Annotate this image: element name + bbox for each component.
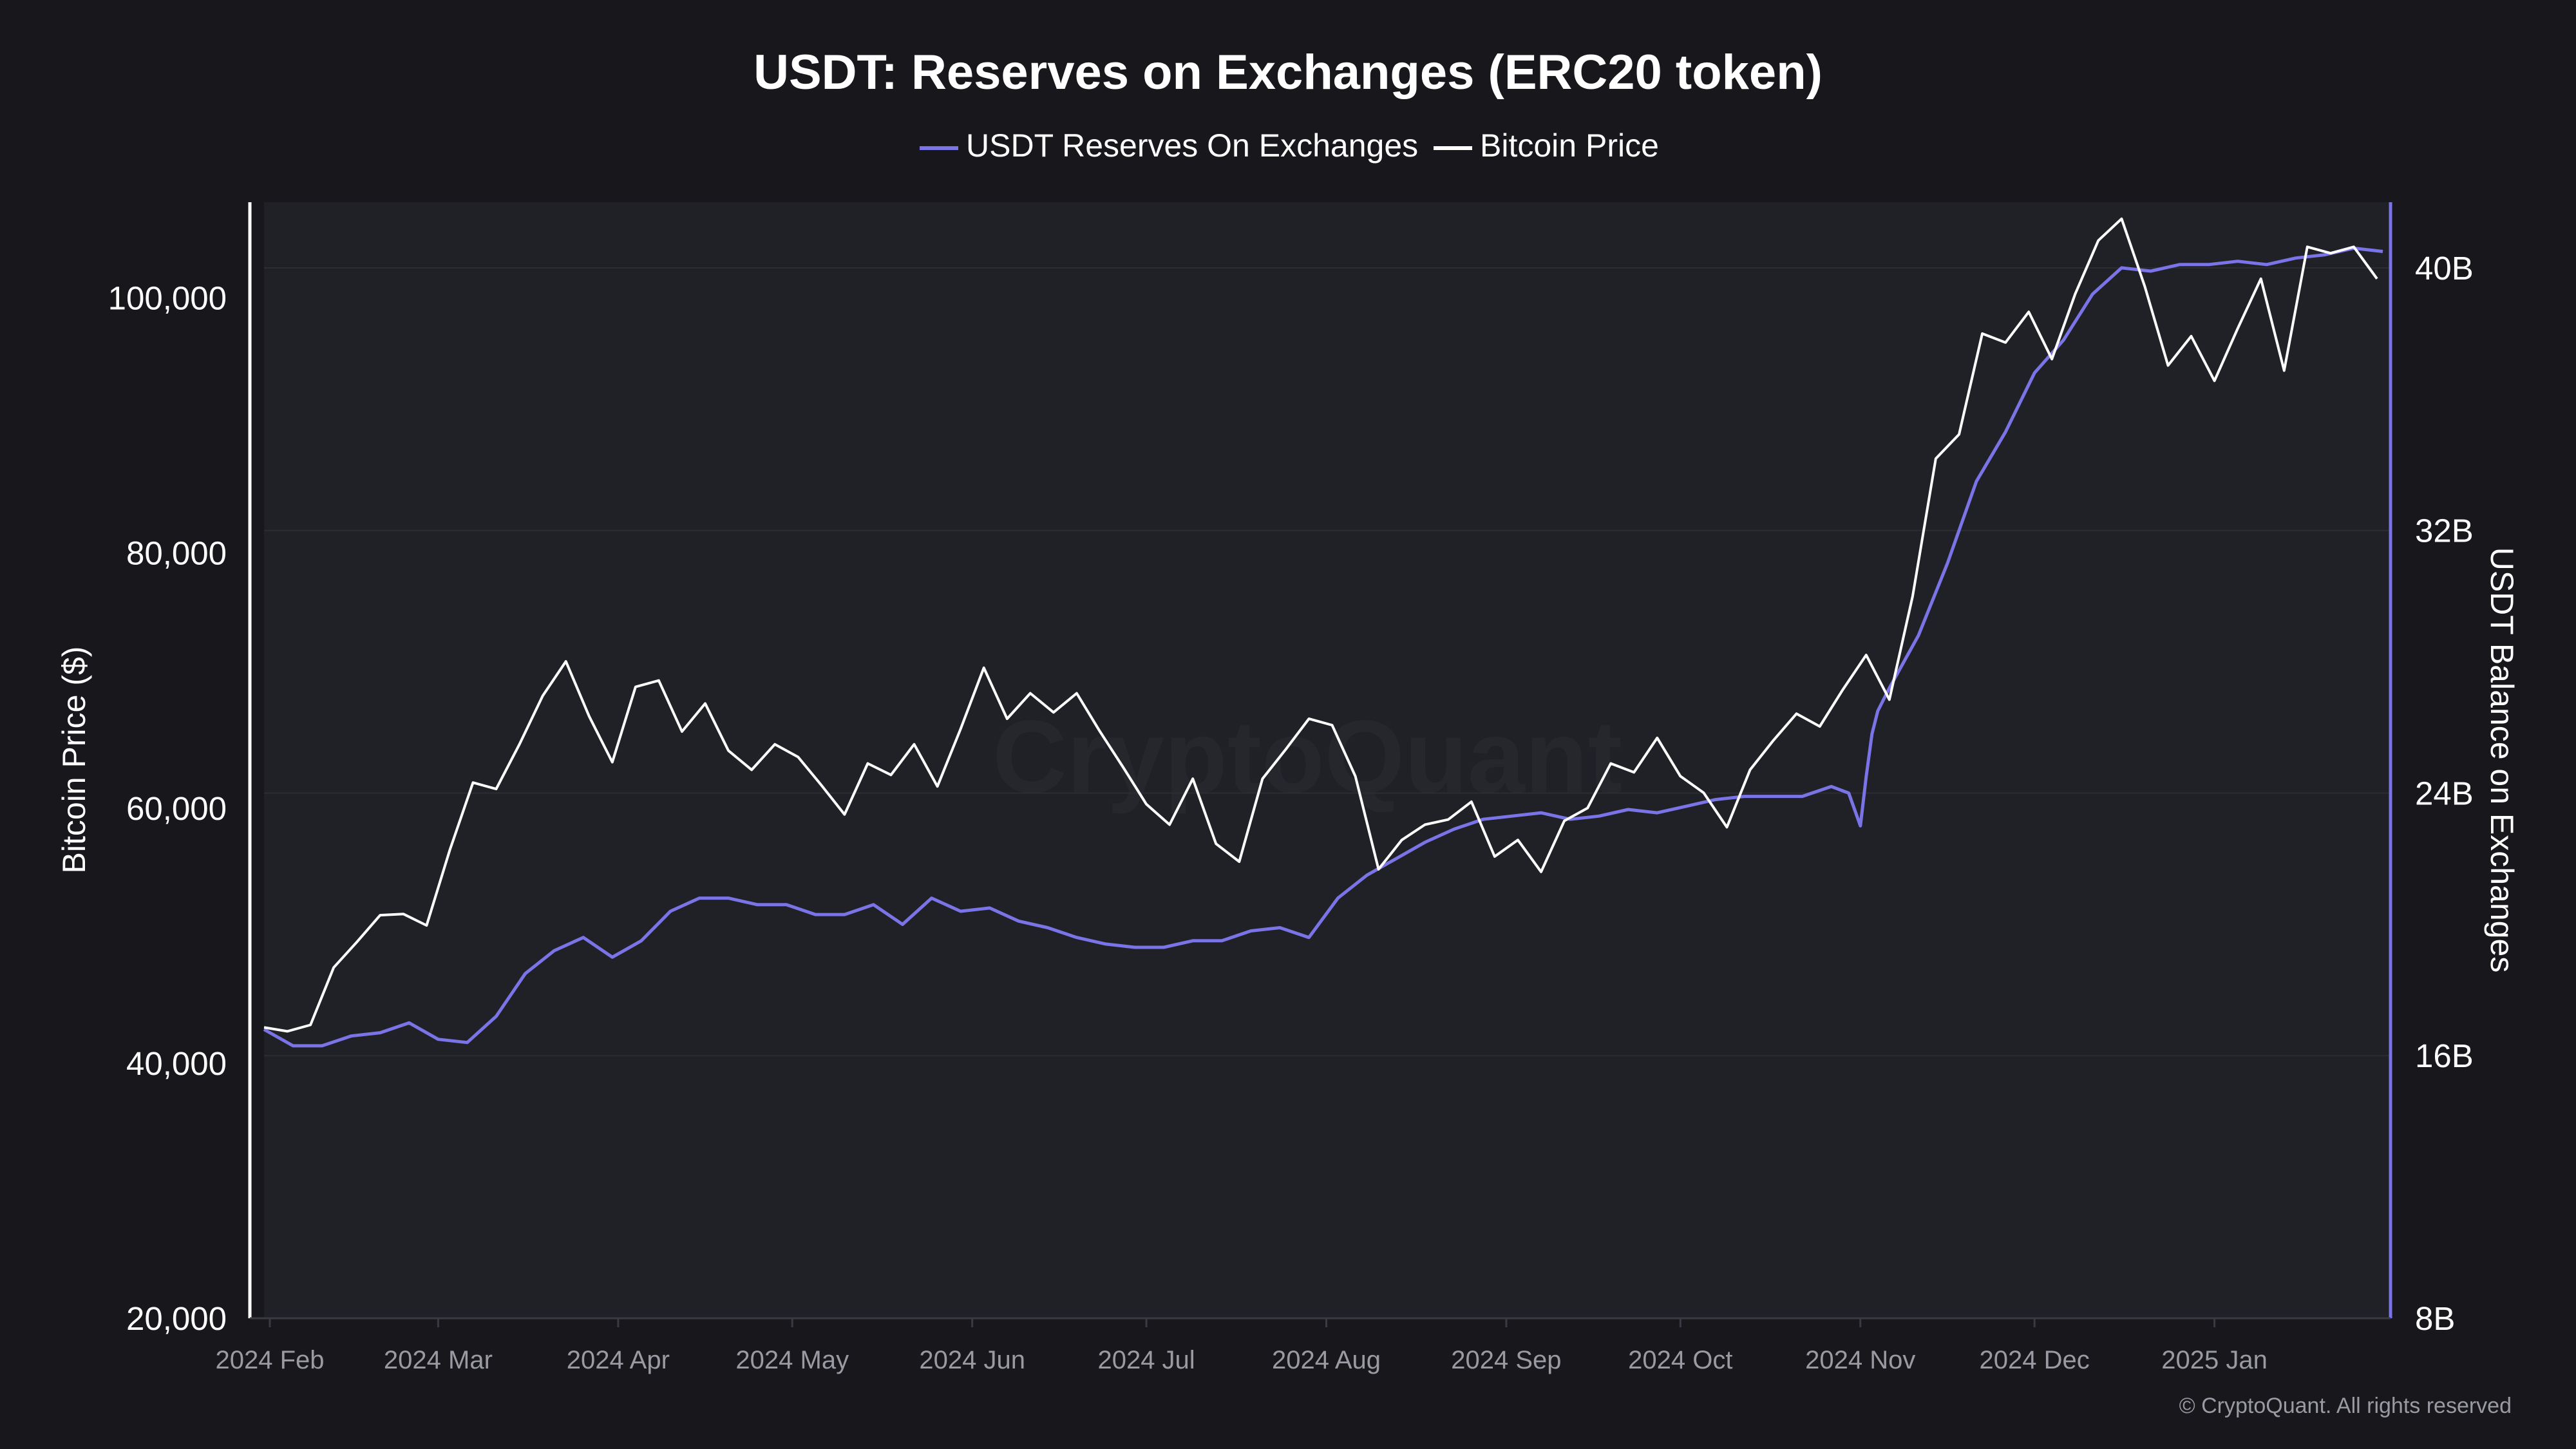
- x-tick-label: 2024 Feb: [215, 1346, 324, 1374]
- right-tick-label: 32B: [2415, 513, 2474, 549]
- left-axis-title: Bitcoin Price ($): [56, 647, 92, 874]
- x-tick-label: 2025 Jan: [2161, 1346, 2268, 1374]
- x-tick-label: 2024 Sep: [1451, 1346, 1561, 1374]
- legend-label-bitcoin-price: Bitcoin Price: [1480, 128, 1659, 164]
- x-tick-label: 2024 Mar: [384, 1346, 493, 1374]
- x-tick-label: 2024 Jun: [919, 1346, 1025, 1374]
- right-tick-label: 40B: [2415, 250, 2474, 287]
- left-tick-label: 40,000: [126, 1045, 227, 1082]
- x-tick-label: 2024 Apr: [567, 1346, 670, 1374]
- x-axis-ticks: 2024 Feb 2024 Mar 2024 Apr 2024 May 2024 Jun…: [215, 1318, 2268, 1374]
- left-tick-label: 80,000: [126, 535, 227, 572]
- legend-label-usdt-reserves: USDT Reserves On Exchanges: [966, 128, 1418, 164]
- right-tick-label: 8B: [2415, 1300, 2455, 1337]
- chart-title: USDT: Reserves on Exchanges (ERC20 token…: [753, 45, 1823, 100]
- x-tick-label: 2024 Jul: [1097, 1346, 1195, 1374]
- plot-area: [264, 202, 2389, 1318]
- left-tick-label: 100,000: [108, 280, 227, 317]
- x-tick-label: 2024 Nov: [1805, 1346, 1915, 1374]
- x-tick-label: 2024 Oct: [1628, 1346, 1732, 1374]
- series-line-bitcoin-price: [263, 217, 2378, 1033]
- copyright-text: © CryptoQuant. All rights reserved: [2179, 1394, 2512, 1418]
- right-tick-label: 24B: [2415, 775, 2474, 811]
- x-tick-label: 2024 May: [735, 1346, 849, 1374]
- left-tick-label: 20,000: [126, 1300, 227, 1337]
- right-axis-ticks: 8B 16B 24B 32B 40B: [2415, 250, 2474, 1337]
- left-tick-label: 60,000: [126, 790, 227, 827]
- right-tick-label: 16B: [2415, 1037, 2474, 1074]
- watermark: CryptoQuant: [992, 699, 1622, 814]
- legend: USDT Reserves On Exchanges Bitcoin Price: [920, 128, 1659, 164]
- left-axis-ticks: 20,000 40,000 60,000 80,000 100,000: [108, 280, 227, 1337]
- x-tick-label: 2024 Dec: [1980, 1346, 2090, 1374]
- x-tick-label: 2024 Aug: [1272, 1346, 1381, 1374]
- right-axis-title: USDT Balance on Exchanges: [2484, 547, 2520, 973]
